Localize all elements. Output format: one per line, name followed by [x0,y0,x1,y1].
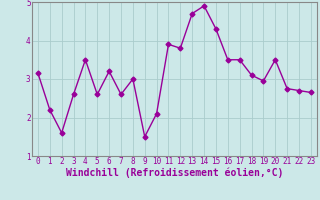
X-axis label: Windchill (Refroidissement éolien,°C): Windchill (Refroidissement éolien,°C) [66,168,283,178]
